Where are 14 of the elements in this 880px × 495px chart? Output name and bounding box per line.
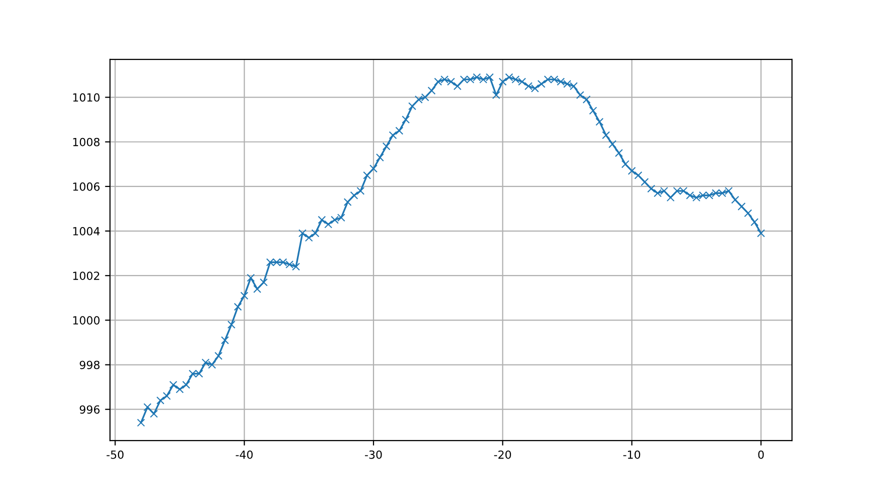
y-tick-label: 1008 [73,138,100,146]
y-tick-label: 1004 [73,227,100,236]
y-tick-label: 1002 [73,272,100,280]
x-tick-label: -30 [364,450,382,459]
x-tick-label: -20 [494,450,512,459]
y-tick-label: 1000 [73,316,100,325]
x-tick-label: 0 [758,450,764,459]
y-tick-label: 996 [80,405,100,414]
x-tick-label: -50 [106,450,124,459]
y-tick-label: 1006 [73,182,100,191]
y-tick-label: 998 [80,360,100,370]
x-tick-label: -10 [623,450,640,459]
x-tick-label: -40 [236,450,253,459]
y-tick-label: 1010 [73,93,100,102]
